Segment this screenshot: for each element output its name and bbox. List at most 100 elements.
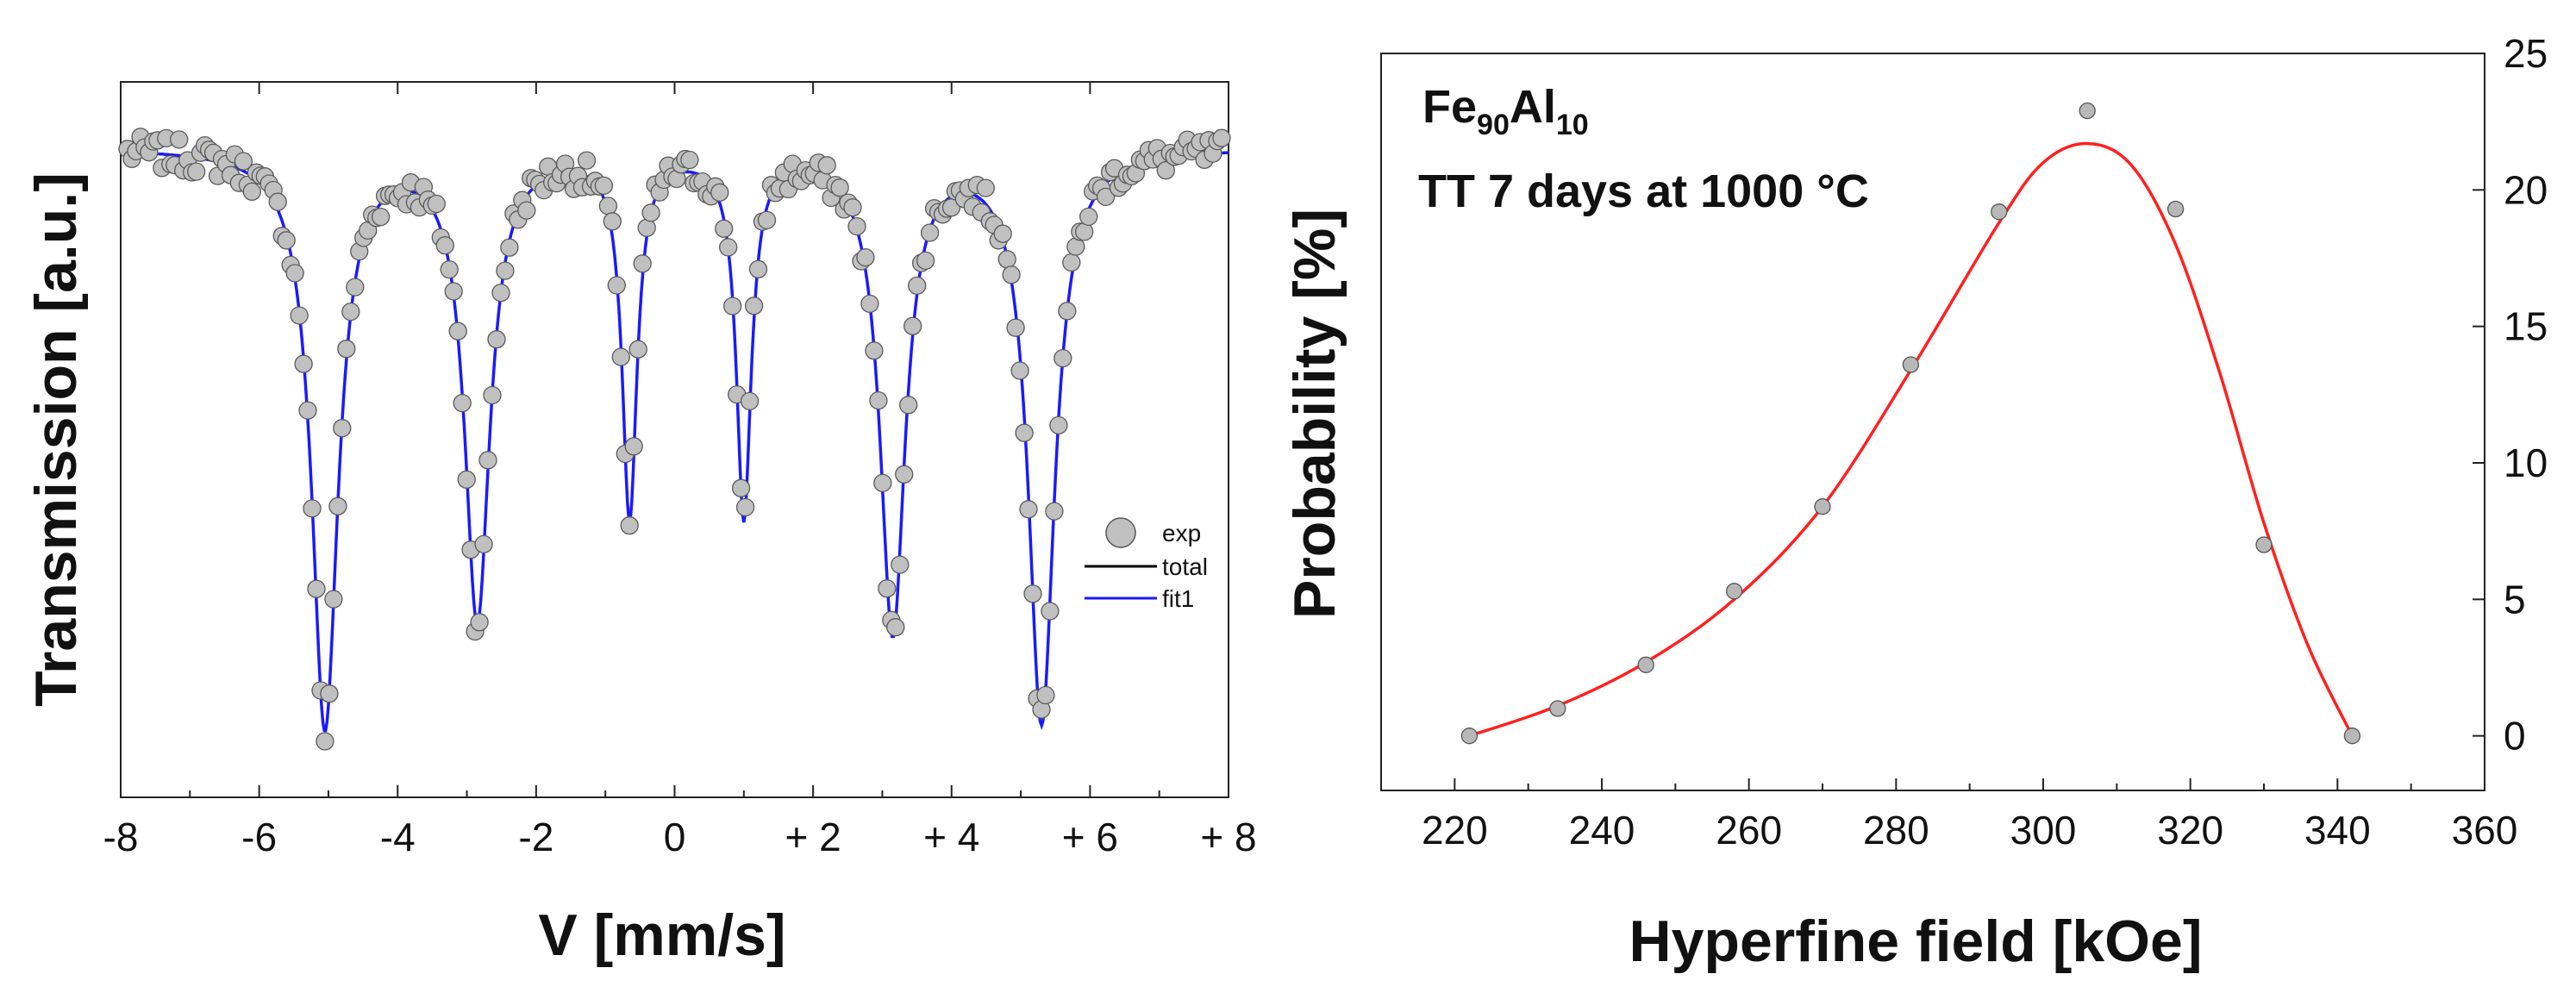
exp-data-point [427, 194, 446, 214]
exp-data-point [1054, 348, 1072, 368]
exp-data-point [624, 437, 643, 456]
plot2-y-tick-label: 20 [2504, 167, 2548, 212]
exp-data-point [298, 401, 317, 420]
exp-data-point [478, 451, 497, 470]
exp-data-point [895, 465, 914, 484]
plot2-x-tick-label: 280 [1863, 808, 1929, 852]
distribution-data-point [1637, 656, 1654, 673]
exp-data-point [500, 238, 519, 257]
plot2-x-tick-label: 260 [1716, 808, 1782, 852]
exp-data-point [680, 150, 699, 170]
exp-data-point [620, 516, 639, 535]
exp-data-point [723, 297, 742, 315]
exp-data-point [444, 282, 463, 301]
exp-data-point [1010, 361, 1029, 380]
distribution-data-point [2166, 200, 2185, 218]
exp-data-point [817, 156, 836, 175]
distribution-data-point [1549, 700, 1566, 717]
exp-data-point [435, 236, 454, 255]
exp-data-point [916, 251, 935, 271]
exp-data-point [740, 391, 760, 411]
exp-data-point [903, 316, 922, 335]
exp-data-point [860, 294, 879, 314]
exp-data-point [1079, 207, 1098, 227]
exp-data-point [997, 250, 1016, 269]
exp-data-point [748, 259, 768, 278]
exp-data-point [337, 340, 356, 359]
exp-data-point [320, 684, 339, 703]
exp-data-point [328, 496, 347, 515]
exp-data-point [474, 534, 493, 554]
exp-data-point [628, 340, 647, 359]
exp-data-point [744, 297, 764, 315]
plot1-legend: exp total fit1 [1085, 517, 1208, 612]
exp-data-point [440, 259, 459, 279]
exp-data-point [268, 192, 287, 211]
distribution-data-point [2255, 536, 2273, 553]
exp-data-point [290, 306, 309, 325]
exp-data-point [920, 223, 940, 242]
exp-data-point [603, 212, 622, 231]
exp-data-point [234, 152, 253, 171]
exp-data-point [856, 247, 875, 267]
exp-data-point [1049, 415, 1068, 435]
plot2-y-tick-label: 15 [2504, 304, 2548, 349]
plot2-y-tick-label: 5 [2504, 577, 2526, 621]
plot1-x-tick-label: + 4 [923, 815, 979, 859]
plot2-y-tick-label: 0 [2504, 714, 2526, 759]
exp-data-point [341, 302, 360, 322]
sample-sub-10: 10 [1556, 109, 1589, 141]
legend-exp-marker [1105, 517, 1136, 548]
plot1-x-tick-label: 0 [664, 815, 686, 859]
exp-data-point [1002, 265, 1021, 284]
legend-fit1-label: fit1 [1162, 585, 1194, 612]
legend-exp-label: exp [1162, 520, 1201, 546]
exp-data-point [453, 393, 472, 413]
sample-element-al: Al [1510, 81, 1556, 133]
exp-data-point [757, 210, 777, 230]
plot2-y-ticks: 0 5 10 15 20 25 [2473, 31, 2548, 759]
plot2-y-tick-label: 25 [2504, 31, 2548, 76]
exp-data-point [1058, 302, 1077, 321]
exp-data-point [719, 238, 738, 257]
distribution-data-point [1902, 356, 1920, 373]
exp-data-point [976, 178, 995, 197]
exp-data-point [371, 207, 391, 227]
exp-data-point [1156, 161, 1175, 180]
sample-sub-90: 90 [1477, 109, 1510, 141]
plot2-fit-curve [1468, 141, 2354, 738]
exp-data-point [607, 276, 626, 295]
plot2-x-ticks: 220 240 260 280 300 320 340 360 [1422, 778, 2517, 852]
exp-data-point [242, 182, 261, 201]
annotation-heat-treatment: TT 7 days at 1000 °C [1418, 166, 1869, 217]
exp-data-point [1062, 253, 1081, 272]
plot2-y-tick-label: 10 [2504, 440, 2548, 485]
exp-data-point [1075, 222, 1094, 241]
exp-data-point [641, 203, 660, 222]
exp-data-point [487, 330, 506, 349]
exp-data-point [873, 473, 892, 493]
distribution-data-point [2343, 728, 2361, 745]
exp-data-point [170, 130, 189, 149]
plot2-x-tick-label: 220 [1422, 808, 1488, 852]
exp-data-point [869, 390, 888, 410]
plot1-x-tick-label: + 6 [1062, 815, 1118, 859]
sample-element-fe: Fe [1422, 81, 1477, 133]
exp-data-point [448, 322, 467, 340]
hyperfine-distribution-chart: 220 240 260 280 300 320 340 360 0 5 10 15 20 25 Hype… [1282, 31, 2548, 974]
exp-data-point [307, 579, 326, 598]
exp-data-point [830, 178, 849, 197]
exp-data-point [517, 201, 536, 220]
plot1-x-tick-label: + 8 [1200, 815, 1256, 859]
distribution-data-point [1991, 203, 2008, 221]
exp-data-point [1019, 500, 1038, 519]
exp-data-point [483, 385, 502, 405]
exp-data-point [886, 618, 905, 637]
plot1-y-axis-label: Transmission [a.u.] [23, 172, 89, 707]
exp-data-point [843, 198, 862, 217]
exp-data-point [637, 218, 656, 237]
exp-data-point [333, 419, 352, 438]
exp-data-point [1036, 685, 1055, 705]
plot1-x-tick-label: -8 [103, 815, 139, 859]
mossbauer-spectrum-chart: -8 -6 -4 -2 0 + 2 + 4 + 6 + 8 V [mm/s] Transmiss… [23, 81, 1257, 968]
